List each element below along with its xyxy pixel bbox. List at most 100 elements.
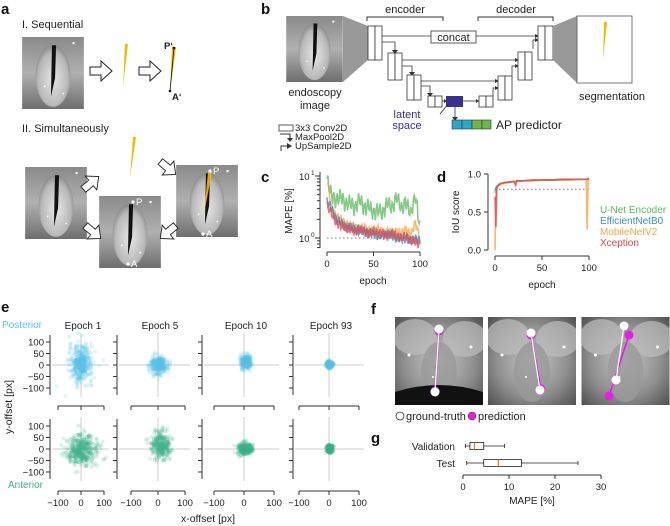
- x-tick-label: 100: [581, 263, 597, 274]
- scatter-point: [84, 366, 89, 371]
- scatter-point: [67, 443, 72, 448]
- scatter-point: [329, 363, 334, 368]
- scatter-point: [82, 367, 87, 372]
- scatter-point: [154, 364, 159, 369]
- scatter-point: [329, 362, 334, 367]
- scatter-point: [160, 353, 165, 358]
- scatter-point: [242, 360, 247, 365]
- scatter-point: [165, 363, 170, 368]
- scatter-point: [86, 456, 91, 460]
- scatter-point: [156, 361, 160, 366]
- scatter-point: [326, 364, 331, 369]
- scatter-point: [155, 366, 160, 371]
- scatter-point: [77, 357, 82, 362]
- scatter-point: [79, 372, 84, 377]
- legend-prediction: prediction: [478, 411, 526, 423]
- scatter-point: [242, 360, 247, 365]
- scatter-point: [247, 359, 252, 364]
- scatter-point: [326, 362, 331, 367]
- scatter-point: [157, 364, 162, 369]
- scatter-point: [80, 368, 84, 373]
- scatter-point: [74, 369, 79, 374]
- scatter-point: [83, 361, 88, 366]
- scatter-point: [151, 358, 156, 363]
- scatter-point: [153, 368, 158, 372]
- scatter-point: [244, 358, 249, 363]
- scatter-point: [161, 358, 166, 363]
- scatter-point: [168, 360, 173, 365]
- scatter-point: [244, 365, 249, 370]
- scatter-point: [76, 362, 81, 367]
- scatter-plot-posterior-3: [198, 333, 279, 410]
- scatter-point: [150, 356, 155, 361]
- scatter-point: [93, 349, 98, 354]
- scatter-point: [329, 362, 334, 366]
- scatter-point: [326, 361, 331, 366]
- scatter-point: [243, 359, 248, 364]
- scatter-point: [327, 362, 332, 366]
- scatter-point: [145, 437, 150, 441]
- scatter-point: [324, 360, 329, 365]
- scatter-point: [59, 443, 63, 447]
- scatter-point: [327, 363, 332, 368]
- scatter-point: [238, 352, 243, 357]
- scatter-point: [73, 366, 78, 371]
- scatter-point: [78, 357, 83, 362]
- scatter-point: [329, 362, 334, 367]
- scatter-point: [155, 365, 160, 370]
- scatter-point: [100, 439, 105, 444]
- scatter-point: [74, 365, 79, 370]
- x-tick-label: 100: [96, 498, 112, 509]
- scatter-point: [160, 363, 165, 368]
- scatter-point: [77, 440, 82, 444]
- scatter-point: [84, 347, 89, 352]
- scatter-point: [89, 465, 94, 470]
- scatter-point: [80, 452, 85, 457]
- scatter-point: [327, 363, 332, 368]
- scatter-point: [72, 448, 77, 453]
- scatter-point: [80, 444, 85, 449]
- scatter-point: [242, 357, 247, 362]
- scatter-point: [325, 362, 330, 367]
- scatter-point: [77, 362, 82, 367]
- scatter-point: [80, 360, 85, 365]
- scatter-point: [150, 362, 155, 367]
- scatter-point: [90, 452, 95, 457]
- scatter-point: [330, 362, 335, 367]
- scatter-point: [75, 374, 79, 379]
- scatter-point: [84, 449, 89, 454]
- ground-truth-legend-marker: [395, 411, 405, 421]
- x-tick-label: 20: [550, 482, 561, 493]
- posterior-point: [131, 200, 135, 204]
- scatter-point: [151, 375, 156, 379]
- scatter-point: [327, 361, 332, 366]
- scatter-point: [161, 366, 166, 370]
- scatter-point: [161, 359, 166, 364]
- scatter-point: [327, 362, 332, 367]
- scatter-point: [76, 356, 81, 361]
- scatter-point: [152, 358, 157, 363]
- scatter-point: [73, 364, 78, 369]
- scatter-point: [78, 453, 83, 458]
- scatter-point: [75, 469, 80, 474]
- scatter-point: [82, 357, 87, 362]
- scatter-point: [248, 362, 253, 367]
- scatter-point: [81, 373, 86, 378]
- scatter-point: [153, 359, 158, 364]
- scatter-point: [86, 361, 91, 366]
- scatter-point: [75, 441, 80, 446]
- scatter-plot-posterior-2: [113, 333, 190, 410]
- encoder-label: encoder: [385, 4, 425, 16]
- scatter-point: [89, 446, 94, 451]
- scatter-point: [326, 364, 331, 369]
- scatter-point: [330, 362, 335, 367]
- scatter-point: [80, 365, 85, 370]
- scatter-point: [244, 361, 249, 366]
- scatter-point: [81, 350, 86, 355]
- scatter-point: [86, 366, 91, 371]
- scatter-point: [330, 362, 334, 367]
- scatter-point: [248, 362, 253, 367]
- x-tick-label: 50: [368, 259, 379, 270]
- scatter-point: [79, 445, 84, 450]
- scatter-point: [73, 455, 78, 460]
